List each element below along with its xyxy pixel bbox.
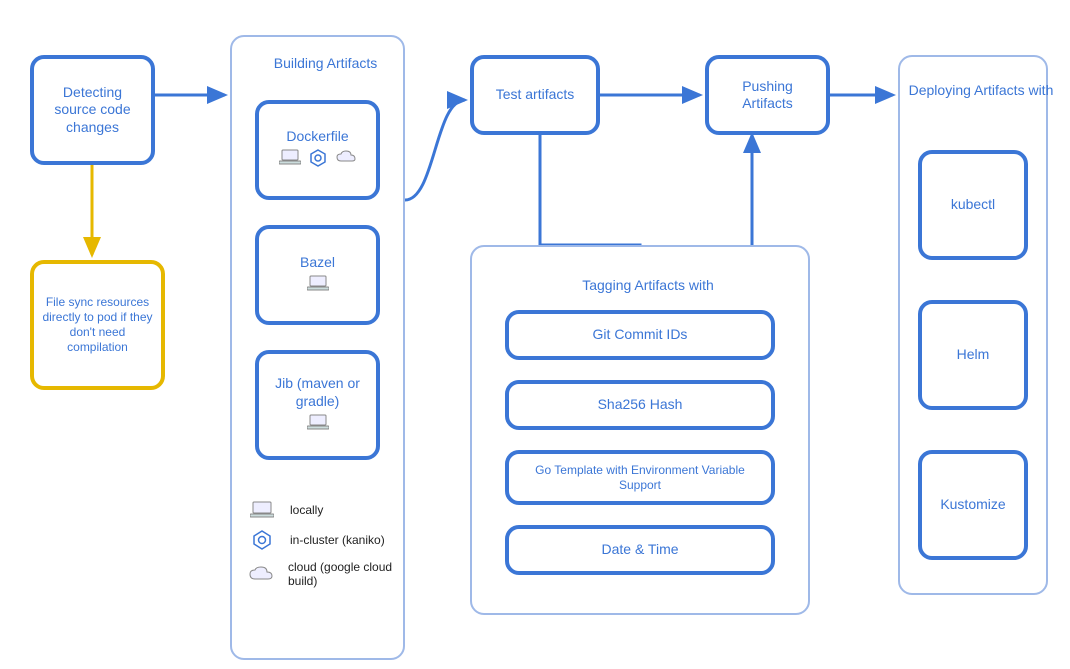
dockerfile-label: Dockerfile <box>286 128 348 146</box>
node-helm: Helm <box>918 300 1028 410</box>
laptop-icon <box>248 500 276 520</box>
datetime-label: Date & Time <box>601 541 678 559</box>
legend-locally: locally <box>248 500 398 520</box>
jib-label: Jib (maven or gradle) <box>267 375 368 410</box>
node-kubectl: kubectl <box>918 150 1028 260</box>
diagram-canvas: Detecting source code changes File sync … <box>0 0 1070 669</box>
node-git: Git Commit IDs <box>505 310 775 360</box>
laptop-icon <box>307 275 329 296</box>
node-filesync: File sync resources directly to pod if t… <box>30 260 165 390</box>
laptop-icon <box>279 149 301 172</box>
kubectl-label: kubectl <box>951 196 995 214</box>
legend-locally-label: locally <box>290 503 323 517</box>
pushing-label: Pushing Artifacts <box>717 78 818 113</box>
git-label: Git Commit IDs <box>593 326 688 344</box>
cloud-icon <box>248 564 274 584</box>
cloud-icon <box>335 149 357 172</box>
sha-label: Sha256 Hash <box>598 396 683 414</box>
node-test: Test artifacts <box>470 55 600 135</box>
kustomize-label: Kustomize <box>940 496 1005 514</box>
node-kustomize: Kustomize <box>918 450 1028 560</box>
test-label: Test artifacts <box>496 86 575 104</box>
jib-icons <box>307 414 329 435</box>
legend-cloud: cloud (google cloud build) <box>248 560 398 588</box>
kubernetes-icon <box>248 530 276 550</box>
legend: locally in-cluster (kaniko) cloud (googl… <box>248 500 398 598</box>
node-pushing: Pushing Artifacts <box>705 55 830 135</box>
node-dockerfile: Dockerfile <box>255 100 380 200</box>
helm-label: Helm <box>957 346 990 364</box>
node-detect-label: Detecting source code changes <box>42 84 143 137</box>
node-datetime: Date & Time <box>505 525 775 575</box>
bazel-label: Bazel <box>300 254 335 272</box>
bazel-icons <box>307 275 329 296</box>
node-bazel: Bazel <box>255 225 380 325</box>
gotmpl-label: Go Template with Environment Variable Su… <box>517 463 763 493</box>
node-jib: Jib (maven or gradle) <box>255 350 380 460</box>
node-detect: Detecting source code changes <box>30 55 155 165</box>
legend-incluster: in-cluster (kaniko) <box>248 530 398 550</box>
legend-cloud-label: cloud (google cloud build) <box>288 560 398 588</box>
dockerfile-icons <box>279 149 357 172</box>
kubernetes-icon <box>309 149 327 172</box>
building-title: Building Artifacts <box>240 55 411 71</box>
tagging-title: Tagging Artifacts with <box>480 277 816 293</box>
node-filesync-label: File sync resources directly to pod if t… <box>42 295 153 355</box>
node-gotmpl: Go Template with Environment Variable Su… <box>505 450 775 505</box>
laptop-icon <box>307 414 329 435</box>
legend-incluster-label: in-cluster (kaniko) <box>290 533 385 547</box>
deploying-title: Deploying Artifacts with <box>908 82 1054 98</box>
node-sha: Sha256 Hash <box>505 380 775 430</box>
